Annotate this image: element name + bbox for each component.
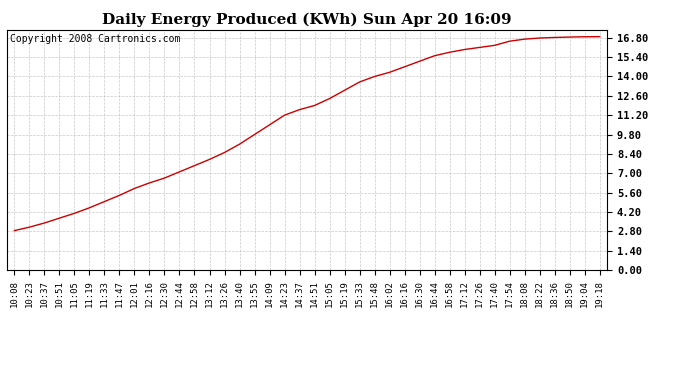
Title: Daily Energy Produced (KWh) Sun Apr 20 16:09: Daily Energy Produced (KWh) Sun Apr 20 1…: [102, 13, 512, 27]
Text: Copyright 2008 Cartronics.com: Copyright 2008 Cartronics.com: [10, 34, 180, 44]
